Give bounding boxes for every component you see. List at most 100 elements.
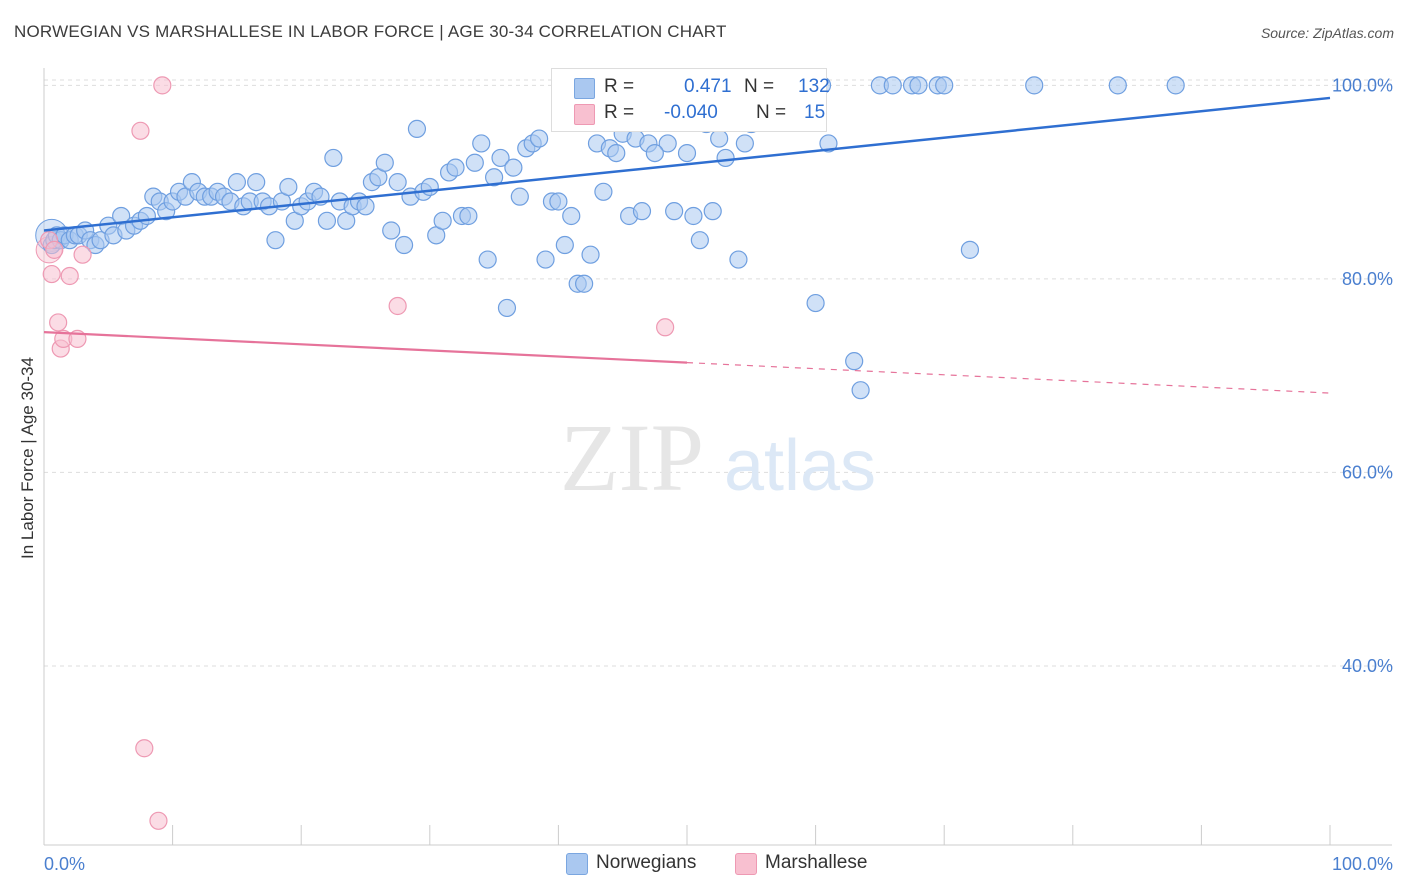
norwegians-point [960,240,980,259]
norwegians-point [851,381,870,400]
chart-title: NORWEGIAN VS MARSHALLESE IN LABOR FORCE … [14,22,727,41]
norwegians-point [594,182,613,201]
x-tick-label: 0.0% [44,854,85,874]
legend-swatch-blue [566,853,588,875]
norwegians-point [324,148,343,168]
norwegians-trend-line [43,96,1331,232]
legend-n-value: 15 [804,102,826,123]
norwegians-point [819,134,838,153]
norwegians-point [530,129,549,148]
legend-r-label: R = [604,102,635,123]
norwegians-point [137,206,156,226]
norwegians-point [935,76,954,95]
norwegians-point [581,245,600,264]
norwegians-point [562,206,581,226]
y-tick-label: 60.0% [1342,462,1393,482]
legend-n-value: 132 [798,76,830,97]
norwegians-point [703,202,722,221]
legend-swatch-blue [574,78,595,99]
norwegians-point [607,143,626,163]
norwegians-point [684,206,703,226]
norwegians-point [446,158,465,177]
norwegians-point [710,129,729,148]
axes [43,68,1392,846]
correlation-legend: R = 0.471 N = 132 R = -0.040 N = 15 [551,68,830,132]
norwegians-point [549,192,568,211]
legend-r-value: 0.471 [684,76,732,97]
norwegians-point [677,143,697,163]
norwegians-point [658,134,677,153]
norwegians-point [407,119,427,139]
marshallese-point [42,264,61,284]
norwegians-point [575,274,594,293]
norwegians-point [690,231,709,250]
marshallese-point [388,296,407,316]
legend-r-label: R = [604,76,635,97]
marshallese-point [135,739,154,758]
marshallese-point [45,240,64,259]
norwegians-point [465,153,484,172]
norwegians-point [845,352,864,371]
norwegians-point [735,134,754,153]
y-tick-label: 100.0% [1332,75,1393,95]
marshallese-trend-line-projection [686,362,1331,394]
norwegians-point [394,235,414,255]
norwegians-point [806,293,825,313]
norwegians-point [375,153,394,172]
norwegians-point [356,197,375,216]
norwegians-point [645,143,664,163]
norwegians-point [459,206,478,226]
trend-lines [43,96,1331,394]
marshallese-point [656,318,675,337]
legend-n-label: N = [744,76,775,97]
legend-r-value: -0.040 [664,102,718,123]
norwegians-point [491,148,510,168]
y-tick-label: 80.0% [1342,269,1393,289]
watermark: ZIP atlas [560,404,876,511]
gridlines [44,79,1392,667]
norwegians-point [1025,76,1044,95]
marshallese-point [73,245,92,264]
x-tick-label: 100.0% [1332,854,1393,874]
norwegians-point [478,250,497,269]
norwegians-point [420,177,439,197]
source-credit: Source: ZipAtlas.com [1260,25,1394,41]
marshallese-point [49,313,68,332]
y-tick-label: 40.0% [1342,656,1393,676]
norwegians-point [266,231,285,250]
marshallese-point [131,121,150,140]
marshallese-point [149,811,168,830]
norwegians-point [504,158,523,177]
norwegians-point [536,250,555,269]
data-points [35,76,1185,830]
norwegians-point [632,202,652,221]
norwegians-point [279,177,298,197]
norwegians-point [729,250,748,269]
legend-n-label: N = [756,102,787,123]
norwegians-point [485,168,504,187]
legend-swatch-pink [574,104,595,125]
norwegians-point [388,173,407,192]
norwegians-point [665,202,684,221]
norwegians-point [497,298,517,318]
norwegians-point [510,187,529,206]
norwegians-point [555,235,574,255]
norwegians-point [472,134,491,153]
norwegians-point [883,76,902,95]
norwegians-point [909,76,928,95]
norwegians-point [382,221,401,240]
marshallese-point [153,76,172,95]
marshallese-trend-line [43,331,688,364]
watermark-atlas: atlas [724,426,876,506]
marshallese-point [60,266,79,286]
norwegians-point [247,173,266,192]
tick-labels: 40.0% 60.0% 80.0% 100.0% 0.0% 100.0% [44,75,1393,874]
norwegians-point [433,211,452,230]
norwegians-point [227,173,246,192]
watermark-zip: ZIP [560,404,704,511]
legend-label-norwegians: Norwegians [596,852,697,873]
legend-label-marshallese: Marshallese [765,852,868,873]
norwegians-point [1166,76,1185,95]
norwegians-point [716,148,735,168]
